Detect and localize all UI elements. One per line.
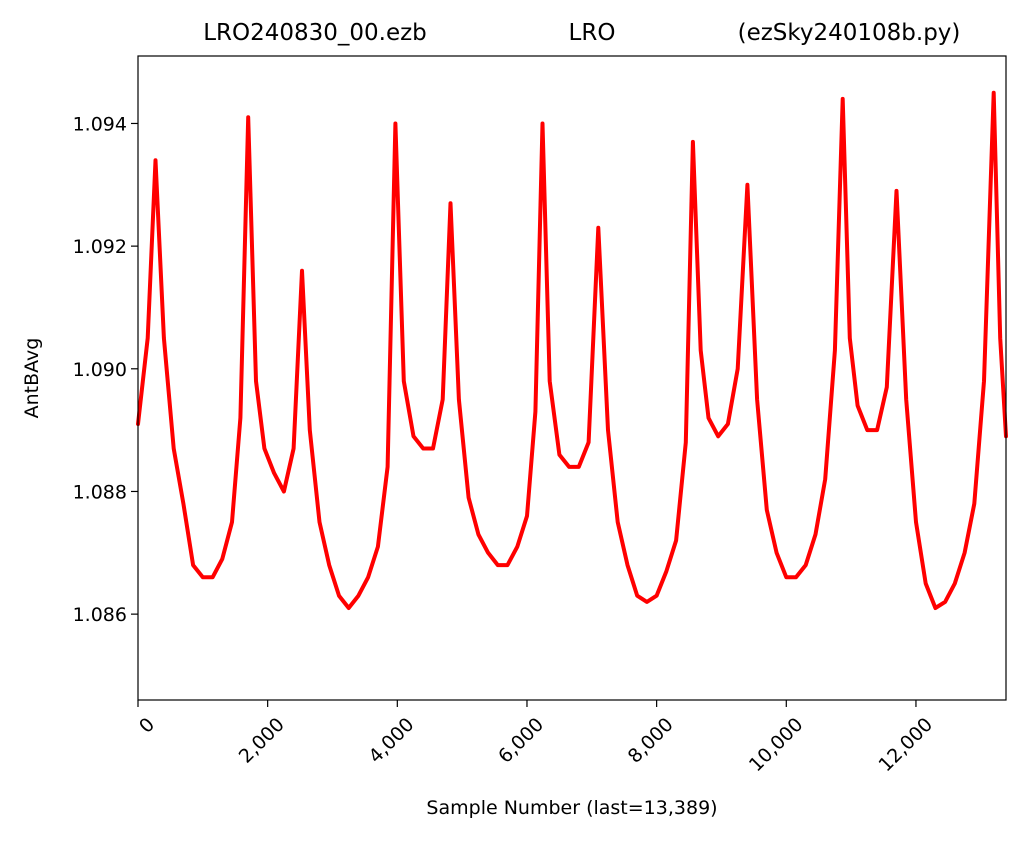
plot-frame — [137, 55, 1007, 701]
y-tick-label: 1.094 — [73, 113, 127, 135]
chart-title-left: LRO240830_00.ezb — [203, 20, 427, 46]
series-line-0 — [136, 90, 1008, 610]
y-tick-label: 1.090 — [73, 359, 127, 381]
y-tick-label: 1.088 — [73, 481, 127, 503]
y-axis: 1.086 1.088 1.090 1.092 1.094 — [73, 113, 138, 626]
chart-title-center: LRO — [569, 20, 616, 46]
y-axis-label: AntBAvg — [21, 338, 43, 419]
x-axis-label: Sample Number (last=13,389) — [426, 797, 717, 819]
chart-title-right: (ezSky240108b.py) — [738, 20, 961, 46]
series-layer — [136, 90, 1008, 610]
y-tick-label: 1.092 — [73, 236, 127, 258]
y-tick-label: 1.086 — [73, 604, 127, 626]
